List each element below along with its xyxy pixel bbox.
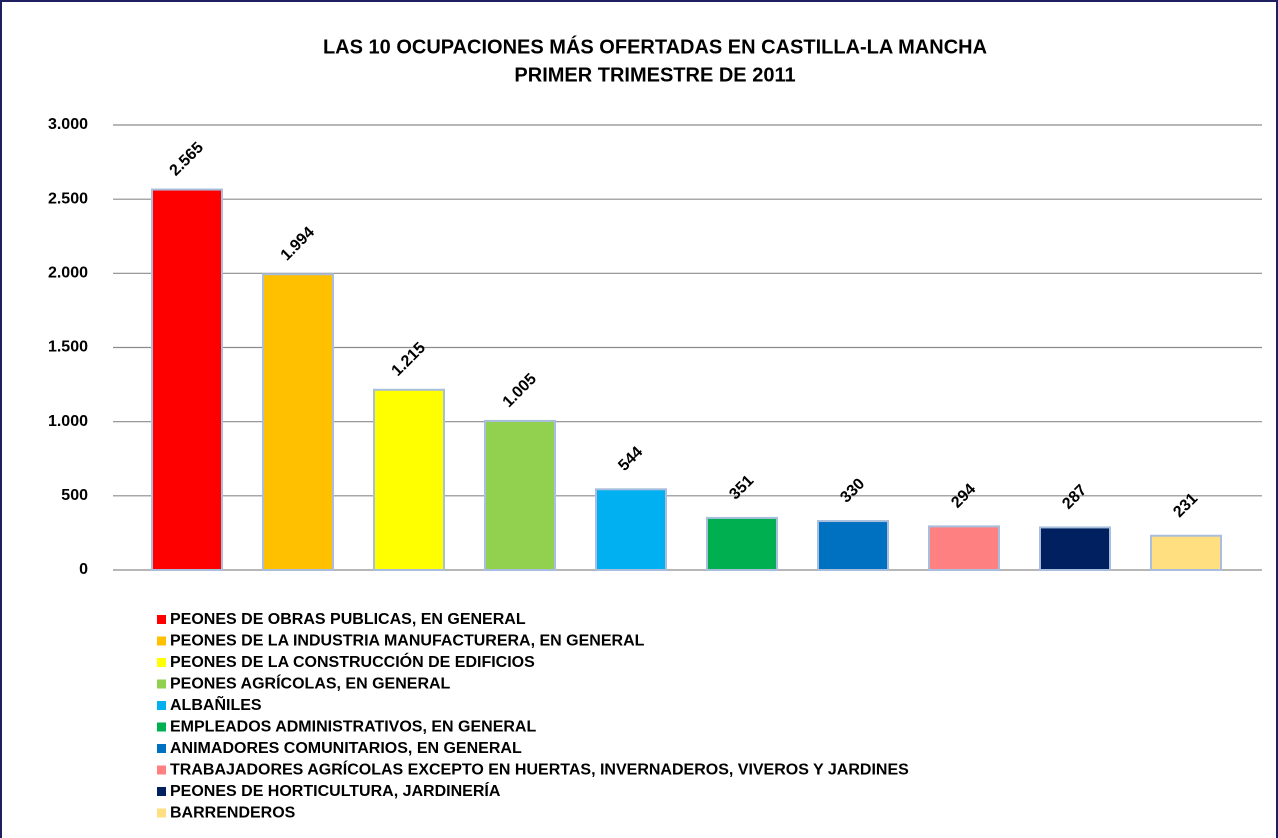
legend-label: PEONES DE HORTICULTURA, JARDINERÍA (170, 781, 501, 800)
y-tick-label: 3.000 (48, 116, 88, 133)
legend-swatch (157, 787, 166, 796)
legend-label: PEONES DE LA INDUSTRIA MANUFACTURERA, EN… (170, 633, 645, 650)
bar (706, 516, 778, 571)
legend-swatch (157, 808, 166, 818)
y-tick-label: 2.000 (48, 265, 88, 282)
chart-subtitle: PRIMER TRIMESTRE DE 2011 (514, 64, 795, 86)
y-tick-label: 1.000 (48, 413, 88, 430)
y-tick-label: 2.500 (48, 190, 88, 207)
bar (817, 520, 889, 571)
legend-label: ALBAÑILES (170, 694, 262, 714)
legend-label: EMPLEADOS ADMINISTRATIVOS, EN GENERAL (170, 719, 536, 736)
legend-label: PEONES AGRÍCOLAS, EN GENERAL (170, 674, 451, 693)
legend-swatch (157, 722, 166, 732)
bar (151, 188, 223, 571)
y-tick-label: 500 (61, 487, 88, 504)
bar (484, 419, 556, 571)
legend-swatch (157, 744, 166, 753)
legend-label: BARRENDEROS (170, 805, 296, 822)
bar (928, 525, 1000, 572)
legend-swatch (157, 658, 166, 667)
legend-swatch (157, 615, 166, 624)
y-tick-label: 1.500 (48, 339, 88, 356)
bar (1150, 534, 1222, 571)
legend-label: PEONES DE LA CONSTRUCCIÓN DE EDIFICIOS (170, 652, 535, 671)
legend-swatch (157, 679, 166, 689)
legend-label: TRABAJADORES AGRÍCOLAS EXCEPTO EN HUERTA… (170, 760, 909, 779)
bar (1039, 526, 1111, 572)
legend-swatch (157, 701, 166, 710)
legend-swatch (157, 765, 166, 775)
bar (262, 273, 334, 571)
bar (373, 388, 445, 571)
chart-title: LAS 10 OCUPACIONES MÁS OFERTADAS EN CAST… (323, 35, 987, 58)
bar (595, 488, 667, 572)
y-tick-label: 0 (79, 561, 88, 578)
legend-label: PEONES DE OBRAS PUBLICAS, EN GENERAL (170, 611, 526, 628)
legend-label: ANIMADORES COMUNITARIOS, EN GENERAL (170, 740, 522, 757)
legend-swatch (157, 636, 166, 646)
